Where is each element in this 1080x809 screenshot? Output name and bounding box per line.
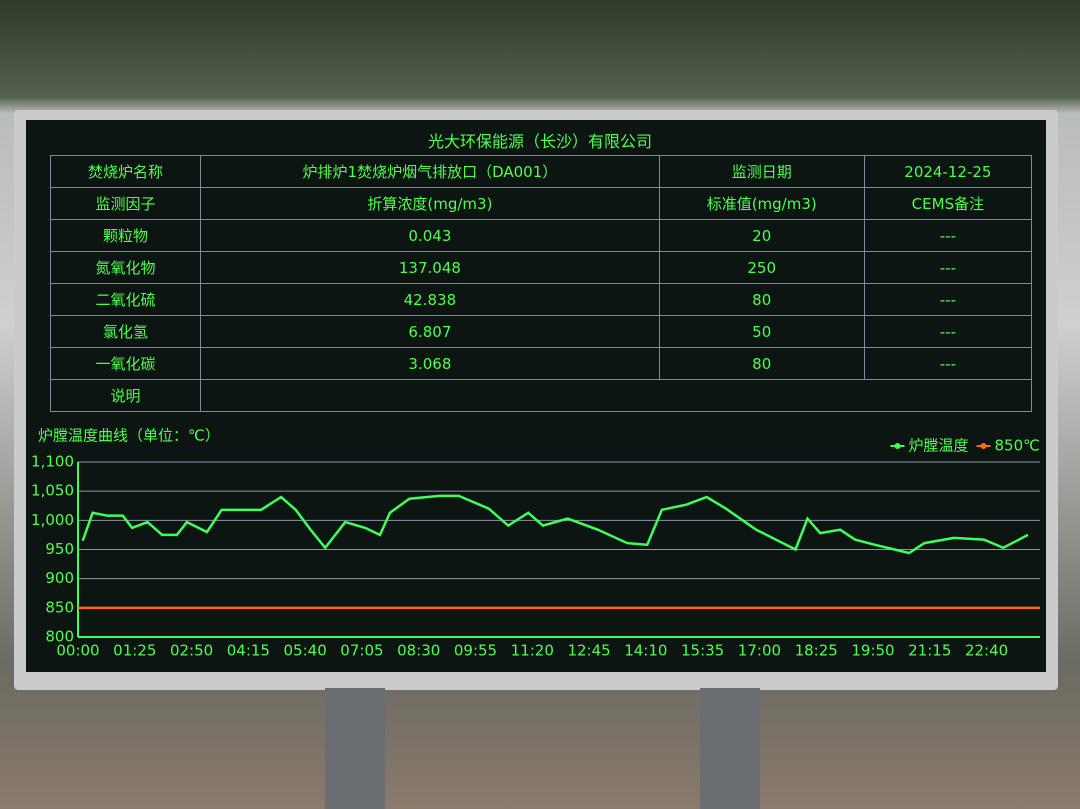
series-line xyxy=(81,494,1029,555)
y-tick-label: 900 xyxy=(45,569,74,587)
x-tick-label: 18:25 xyxy=(795,642,838,660)
board-title: 光大环保能源（长沙）有限公司 xyxy=(427,132,652,151)
y-tick-label: 1,100 xyxy=(31,453,74,471)
table-cell: 颗粒物 xyxy=(49,219,202,252)
x-tick-label: 09:55 xyxy=(454,642,497,660)
y-tick-label: 950 xyxy=(45,540,74,558)
table-cell: 焚烧炉名称 xyxy=(49,155,202,188)
table-cell: 折算浓度(mg/m3) xyxy=(200,187,660,220)
emission-table: 焚烧炉名称 炉排炉1焚烧炉烟气排放口（DA001） 监测日期 2024-12-25 监测… xyxy=(49,155,1033,412)
x-tick-label: 00:00 xyxy=(56,642,99,660)
table-cell: 监测因子 xyxy=(49,187,202,220)
table-cell: 137.048 xyxy=(200,251,660,284)
table-cell: 50 xyxy=(658,315,865,348)
x-tick-label: 21:15 xyxy=(908,642,951,660)
post xyxy=(325,688,385,809)
table-row: 说明 xyxy=(49,379,1032,412)
legend-label: 850℃ xyxy=(995,437,1040,455)
table-row: 焚烧炉名称 炉排炉1焚烧炉烟气排放口（DA001） 监测日期 2024-12-25 xyxy=(49,155,1033,188)
chart-title: 炉膛温度曲线（单位：℃） xyxy=(38,427,220,445)
x-tick-label: 04:15 xyxy=(227,642,270,660)
table-cell: 说明 xyxy=(49,379,202,412)
x-tick-label: 01:25 xyxy=(113,642,156,660)
post xyxy=(700,688,760,809)
y-tick-label: 1,050 xyxy=(31,482,74,500)
table-row: 氮氧化物 137.048 250 --- xyxy=(49,251,1033,284)
table-cell: 250 xyxy=(658,251,865,284)
table-cell: --- xyxy=(863,219,1033,252)
x-tick-label: 19:50 xyxy=(851,642,894,660)
table-cell: 0.043 xyxy=(200,219,660,252)
table-row: 氯化氢 6.807 50 --- xyxy=(49,315,1033,348)
legend-label: 炉膛温度 xyxy=(909,437,969,455)
x-tick-label: 22:40 xyxy=(965,642,1008,660)
table-cell: 80 xyxy=(658,347,865,380)
x-tick-label: 08:30 xyxy=(397,642,440,660)
legend-marker xyxy=(894,443,901,449)
y-tick-label: 850 xyxy=(45,598,74,616)
legend-marker xyxy=(980,443,987,449)
x-tick-label: 07:05 xyxy=(340,642,383,660)
x-tick-label: 17:00 xyxy=(738,642,781,660)
x-tick-label: 05:40 xyxy=(284,642,327,660)
table-cell xyxy=(200,379,1032,412)
x-tick-label: 12:45 xyxy=(567,642,610,660)
x-tick-label: 02:50 xyxy=(170,642,213,660)
table-row: 二氧化硫 42.838 80 --- xyxy=(49,283,1033,316)
table-cell: 42.838 xyxy=(200,283,660,316)
x-tick-label: 11:20 xyxy=(511,642,554,660)
x-tick-label: 15:35 xyxy=(681,642,724,660)
table-cell: 二氧化硫 xyxy=(49,283,202,316)
y-tick-label: 1,000 xyxy=(31,511,74,529)
x-tick-label: 14:10 xyxy=(624,642,667,660)
table-cell: --- xyxy=(863,283,1033,316)
table-cell: CEMS备注 xyxy=(863,187,1033,220)
y-tick-label: 800 xyxy=(45,628,74,646)
table-cell: 炉排炉1焚烧炉烟气排放口（DA001） xyxy=(200,155,660,188)
